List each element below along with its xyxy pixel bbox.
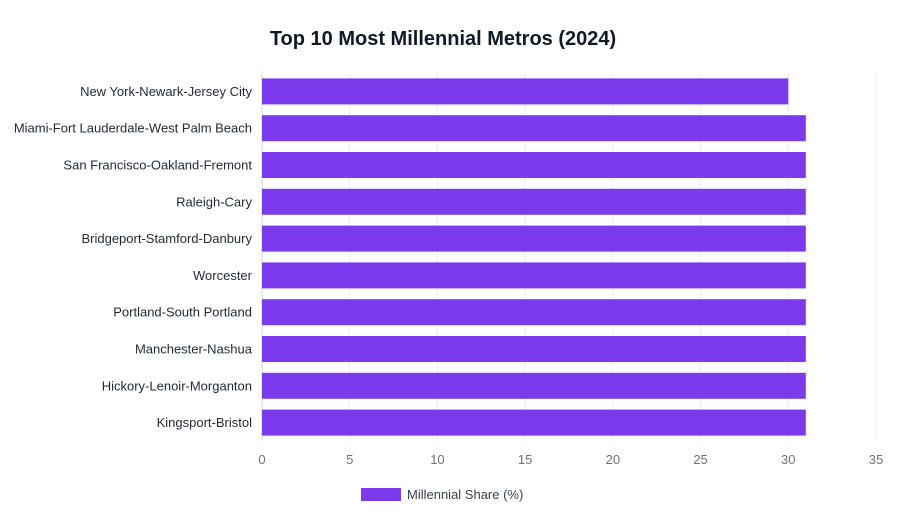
x-tick-label: 15	[518, 452, 532, 467]
legend[interactable]: Millennial Share (%)	[361, 487, 523, 502]
bar[interactable]	[262, 299, 806, 326]
bar[interactable]	[262, 262, 806, 289]
y-tick-label: Kingsport-Bristol	[157, 415, 252, 430]
y-tick-label: Raleigh-Cary	[176, 194, 252, 209]
bar[interactable]	[262, 336, 806, 362]
y-tick-label: Worcester	[193, 268, 253, 283]
bar[interactable]	[262, 78, 789, 105]
chart-title: Top 10 Most Millennial Metros (2024)	[269, 28, 617, 50]
bar[interactable]	[262, 188, 806, 215]
bar[interactable]	[262, 409, 806, 436]
y-tick-label: Portland-South Portland	[113, 305, 252, 320]
y-tick-label: San Francisco-Oakland-Fremont	[63, 158, 252, 173]
bar[interactable]	[262, 115, 806, 142]
x-tick-label: 0	[258, 452, 265, 467]
x-tick-label: 35	[869, 452, 883, 467]
y-tick-label: Miami-Fort Lauderdale-West Palm Beach	[14, 121, 252, 136]
x-tick-label: 5	[346, 452, 353, 467]
x-tick-label: 10	[430, 452, 444, 467]
y-tick-label: Hickory-Lenoir-Morganton	[102, 378, 252, 393]
legend-label: Millennial Share (%)	[407, 487, 524, 502]
x-tick-label: 25	[693, 452, 707, 467]
bar[interactable]	[262, 225, 806, 252]
x-tick-label: 20	[606, 452, 620, 467]
y-tick-label: Manchester-Nashua	[135, 342, 253, 357]
y-tick-label: Bridgeport-Stamford-Danbury	[81, 231, 252, 246]
y-tick-label: New York-Newark-Jersey City	[80, 84, 252, 99]
legend-swatch	[361, 488, 401, 501]
bar[interactable]	[262, 152, 806, 178]
x-tick-label: 30	[781, 452, 795, 467]
bar[interactable]	[262, 372, 806, 399]
